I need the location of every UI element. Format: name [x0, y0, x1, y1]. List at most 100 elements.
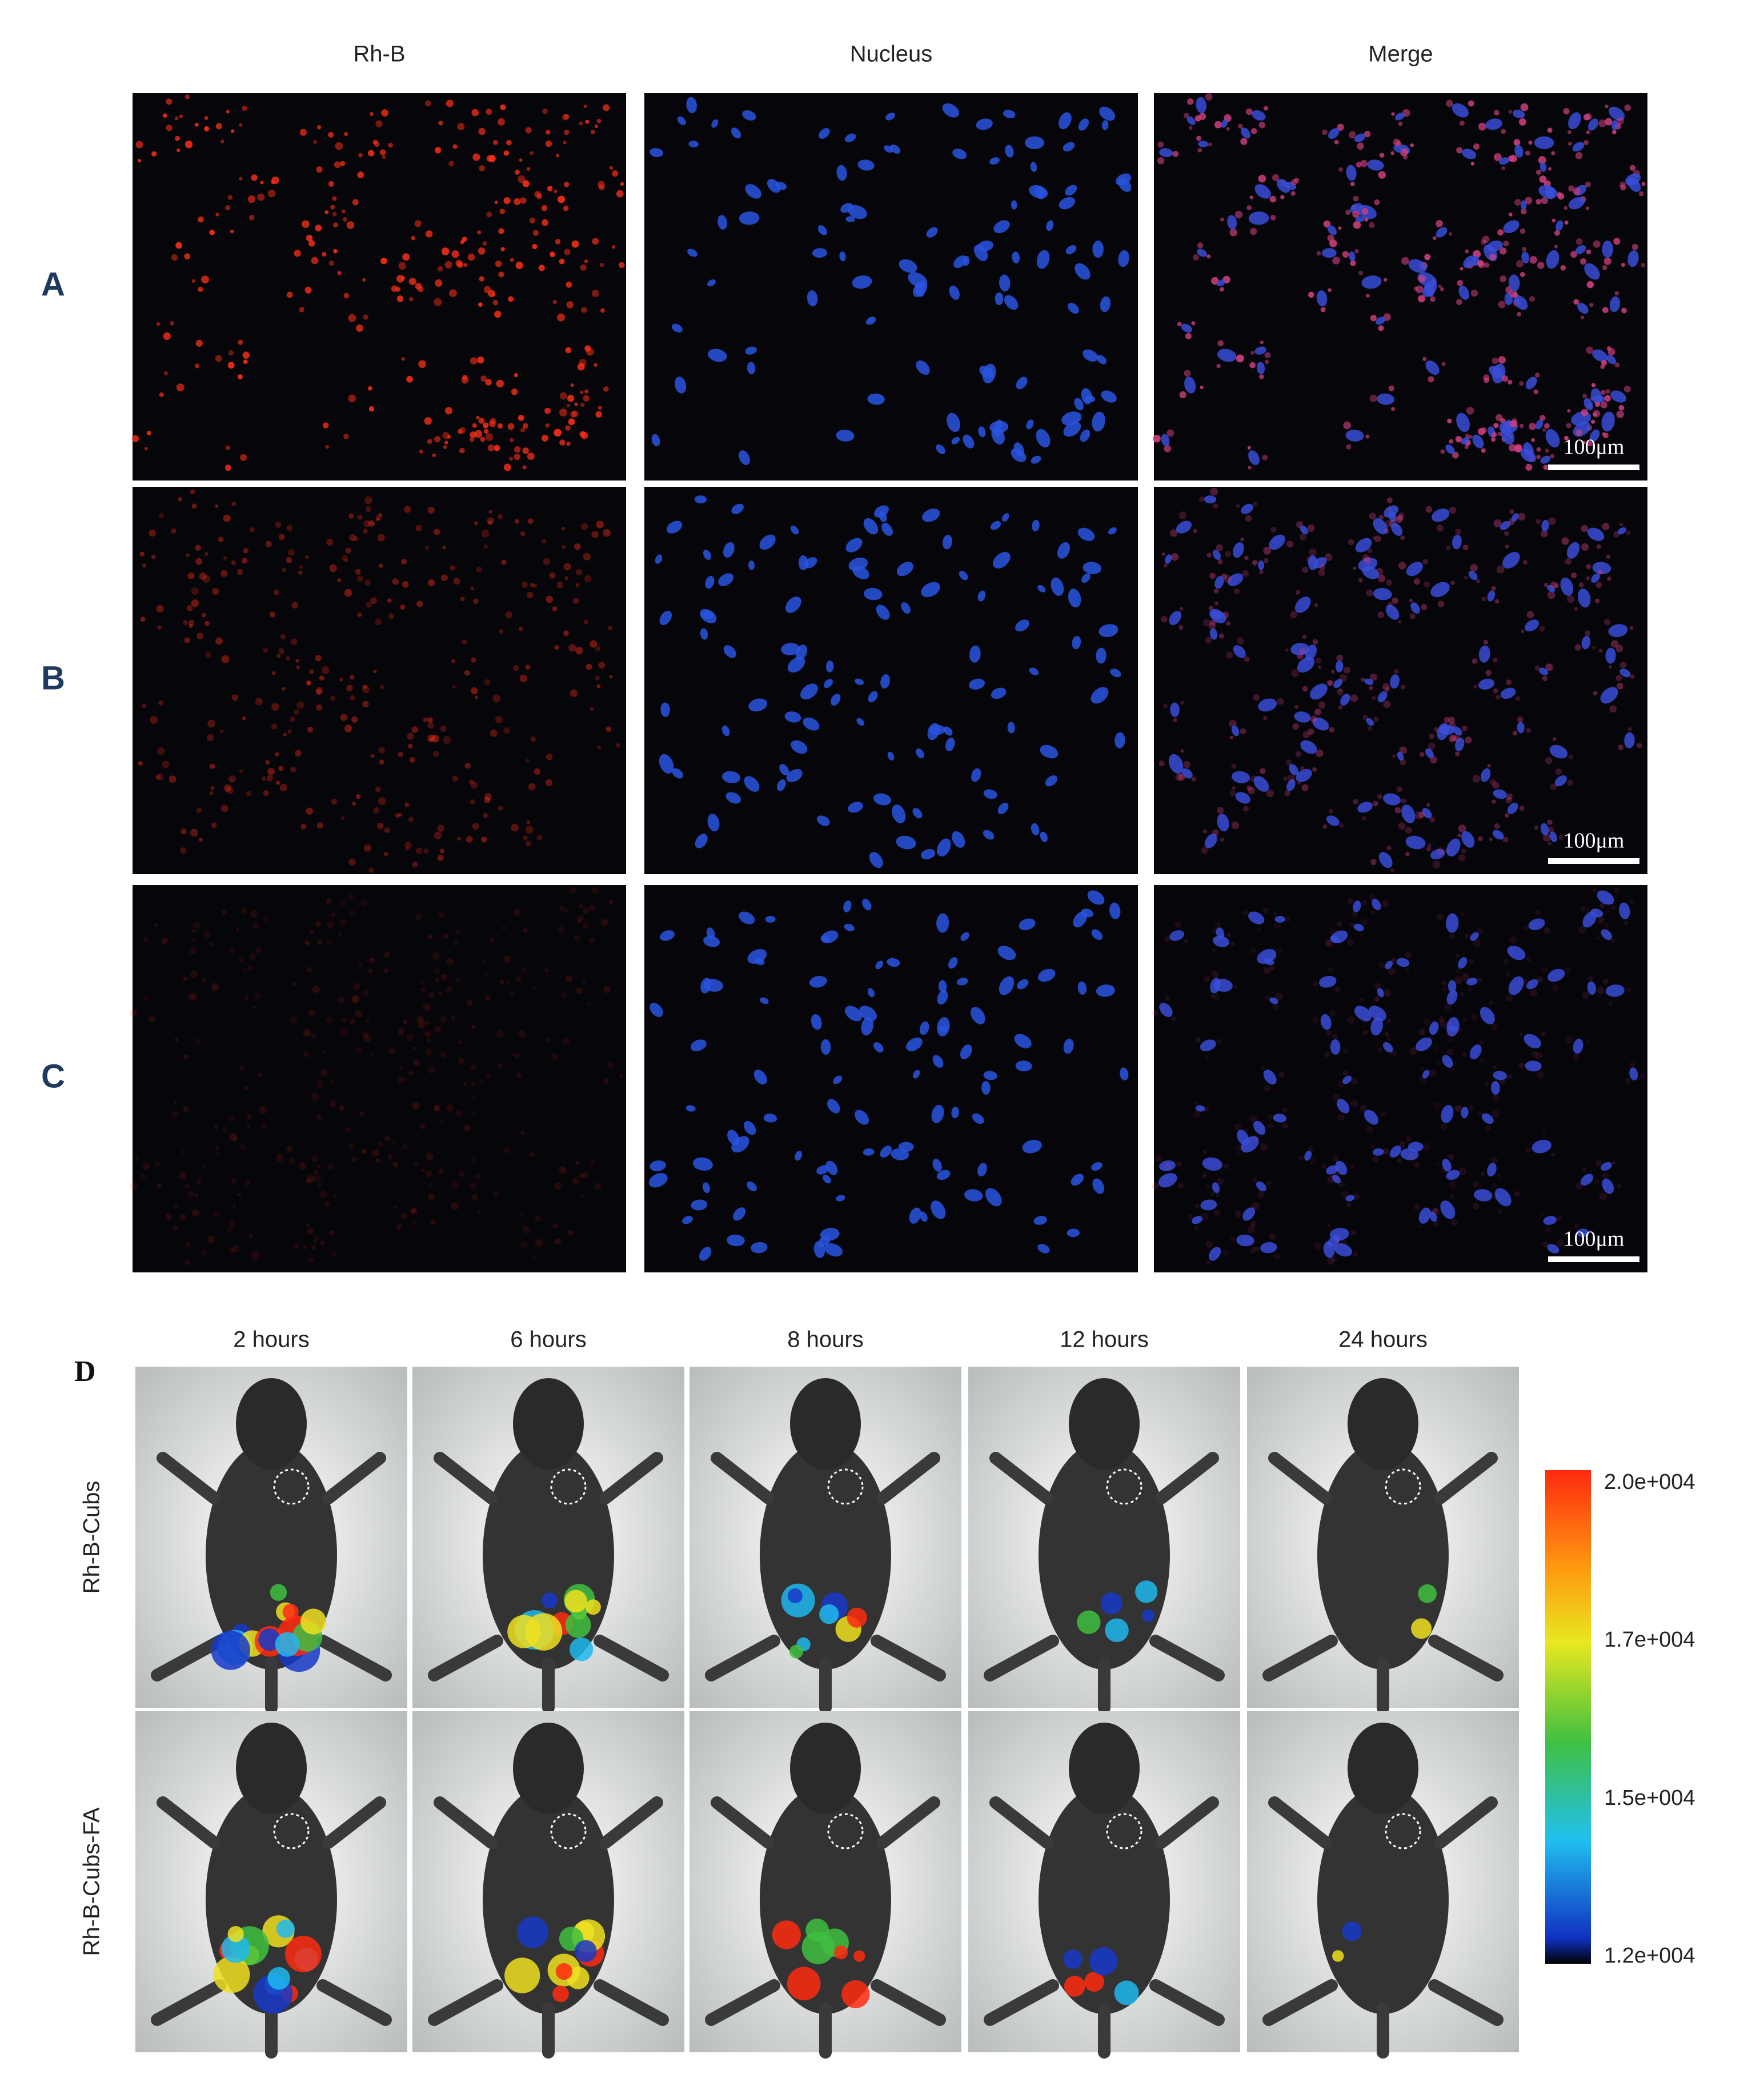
rhb-spot [1422, 357, 1427, 361]
rhb-spot [488, 510, 492, 514]
rhb-spot [1547, 167, 1552, 171]
nucleus [1254, 184, 1271, 199]
rhb-spot [1283, 776, 1288, 781]
nucleus [1176, 521, 1192, 534]
nucleus [1560, 577, 1574, 596]
rhb-spot [346, 684, 353, 691]
rhb-spot [1291, 669, 1299, 677]
rhb-spot [585, 119, 590, 124]
nucleus [700, 608, 717, 623]
rhb-spot [1470, 289, 1478, 297]
rhb-spot [518, 414, 524, 421]
rhb-spot [1468, 958, 1474, 964]
rhb-spot [357, 171, 364, 178]
rhb-spot [440, 725, 447, 732]
rhb-spot [566, 301, 574, 309]
rhb-spot [1214, 922, 1222, 929]
micrograph-background [1154, 885, 1647, 1272]
rhb-spot [1394, 669, 1399, 674]
nucleus [991, 687, 1007, 699]
nucleus [1101, 390, 1117, 403]
row-label: C [41, 1058, 65, 1095]
rhb-spot [354, 536, 359, 542]
rhb-spot [402, 1144, 408, 1150]
rhb-spot [551, 1054, 558, 1060]
rhb-spot [226, 110, 230, 114]
nucleus [1442, 1055, 1453, 1068]
nucleus [1469, 1044, 1482, 1060]
rhb-spot [225, 445, 230, 450]
rhb-spot [451, 1202, 459, 1210]
nucleus [1326, 815, 1340, 826]
nucleus [1499, 157, 1510, 165]
rhb-spot [1424, 581, 1430, 588]
rhb-spot [1348, 131, 1356, 139]
rhb-spot [404, 506, 411, 513]
rhb-spot [169, 775, 177, 783]
rhb-spot [590, 707, 594, 711]
nucleus [1391, 522, 1403, 536]
rhb-spot [470, 431, 476, 438]
rhb-spot [1550, 454, 1555, 459]
nucleus [1081, 573, 1091, 583]
nucleus [1624, 732, 1635, 748]
rhb-spot [429, 1183, 434, 1187]
nucleus [1196, 97, 1206, 114]
rhb-spot [475, 1172, 481, 1179]
rhb-spot [1459, 120, 1465, 126]
rhb-spot [1401, 798, 1406, 804]
rhb-spot [195, 363, 200, 369]
rhb-spot [1392, 754, 1396, 758]
rhb-spot [557, 926, 565, 934]
rhb-spot [239, 1065, 244, 1071]
rhb-spot [437, 266, 443, 272]
nucleus [1355, 538, 1372, 552]
nucleus [1601, 411, 1615, 432]
rhb-spot [1504, 531, 1509, 536]
rhb-spot [311, 1155, 318, 1162]
rhb-spot [196, 1178, 202, 1184]
micrograph: 100μm [1154, 487, 1647, 874]
nucleus [909, 1207, 921, 1224]
rhb-spot [1428, 1069, 1437, 1077]
rhb-spot [1477, 259, 1484, 267]
rhb-spot [444, 261, 452, 269]
rhb-spot [446, 986, 452, 993]
rhb-spot [496, 379, 504, 388]
rhb-spot [1366, 1126, 1374, 1134]
nucleus [836, 1195, 845, 1202]
rhb-spot [173, 1203, 179, 1210]
rhb-spot [1430, 296, 1436, 302]
rhb-spot [359, 1111, 364, 1116]
rhb-spot [532, 986, 536, 990]
rhb-spot [555, 239, 561, 245]
micrograph: 100μm [1151, 885, 1647, 1272]
rhb-spot [1206, 552, 1212, 558]
rhb-spot [1589, 1230, 1594, 1235]
rhb-spot [427, 1193, 435, 1200]
rhb-spot [609, 674, 613, 679]
rhb-spot [442, 431, 450, 439]
nucleus [1072, 635, 1081, 650]
nucleus [1195, 1105, 1205, 1112]
rhb-spot [1339, 823, 1344, 828]
rhb-spot [1316, 658, 1322, 664]
nucleus [1092, 411, 1105, 432]
rhb-spot [325, 445, 329, 449]
rhb-spot [1565, 1036, 1574, 1044]
rhb-spot [378, 747, 385, 754]
time-label: 8 hours [787, 1327, 863, 1352]
rhb-spot [1605, 104, 1609, 109]
rhb-spot [1574, 1223, 1580, 1230]
nucleus [869, 852, 883, 868]
rhb-spot [416, 1015, 424, 1023]
signal [787, 1588, 803, 1604]
mouse-head [513, 1723, 584, 1814]
nucleus [1592, 562, 1611, 574]
rhb-spot [1567, 130, 1571, 134]
nucleus [1592, 349, 1608, 362]
rhb-spot [1401, 684, 1406, 690]
rhb-spot [423, 1003, 431, 1011]
nucleus [745, 346, 757, 355]
rhb-spot [1178, 511, 1187, 519]
